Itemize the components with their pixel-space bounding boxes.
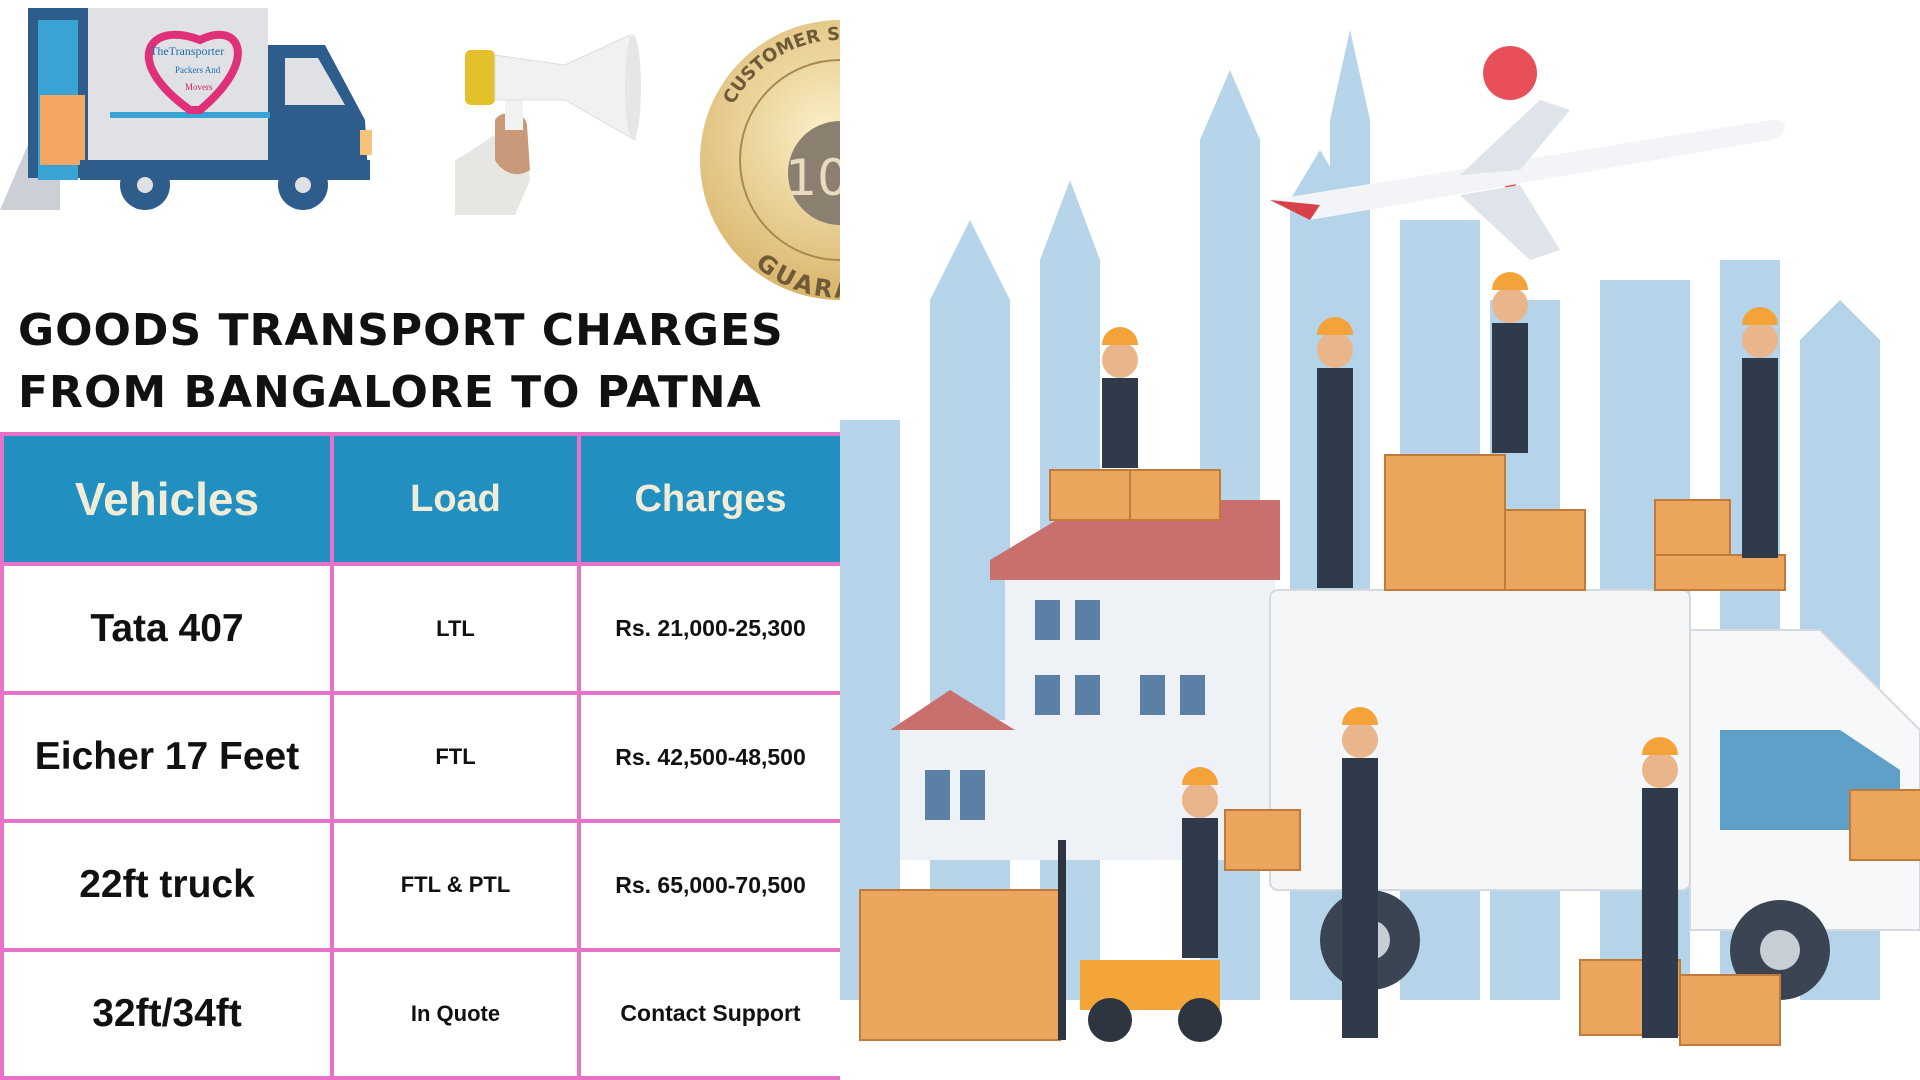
cardboard-boxes	[859, 454, 1920, 1046]
load-cell: FTL	[330, 690, 581, 824]
page-title: GOODS TRANSPORT CHARGES FROM BANGALORE T…	[18, 300, 784, 424]
movers-city-illustration	[840, 0, 1920, 1080]
title-line-1: GOODS TRANSPORT CHARGES	[18, 305, 784, 356]
table-row: Eicher 17 Feet FTL Rs. 42,500-48,500	[0, 690, 844, 824]
logo-text: TheTransporter	[150, 44, 224, 58]
airplane-icon	[1270, 100, 1785, 260]
load-cell: LTL	[330, 562, 581, 695]
load-cell: FTL & PTL	[330, 819, 581, 952]
charges-cell: Rs. 42,500-48,500	[577, 690, 844, 824]
vehicle-cell: 22ft truck	[0, 819, 334, 952]
load-cell: In Quote	[330, 947, 581, 1080]
logo-text-3: Movers	[185, 82, 213, 92]
transport-charges-table: Vehicles Load Charges Tata 407 LTL Rs. 2…	[0, 431, 844, 1080]
title-line-2: FROM BANGALORE TO PATNA	[18, 367, 762, 418]
forklift	[1058, 840, 1222, 1042]
table-row: 22ft truck FTL & PTL Rs. 65,000-70,500	[0, 819, 844, 952]
company-logo-truck: TheTransporter Packers And Movers	[0, 8, 372, 210]
vehicle-cell: 32ft/34ft	[0, 947, 334, 1080]
workers	[1102, 272, 1778, 1038]
logo-text-2: Packers And	[175, 65, 221, 75]
vehicle-cell: Tata 407	[0, 562, 334, 695]
table-row: 32ft/34ft In Quote Contact Support	[0, 947, 844, 1080]
header-load: Load	[330, 431, 581, 567]
table-header-row: Vehicles Load Charges	[0, 431, 844, 567]
header-charges: Charges	[577, 431, 844, 567]
megaphone-icon	[455, 34, 641, 215]
vehicle-cell: Eicher 17 Feet	[0, 690, 334, 824]
charges-cell: Contact Support	[577, 947, 844, 1080]
charges-cell: Rs. 65,000-70,500	[577, 819, 844, 952]
header-vehicles: Vehicles	[0, 431, 334, 567]
table-row: Tata 407 LTL Rs. 21,000-25,300	[0, 562, 844, 695]
charges-cell: Rs. 21,000-25,300	[577, 562, 844, 695]
